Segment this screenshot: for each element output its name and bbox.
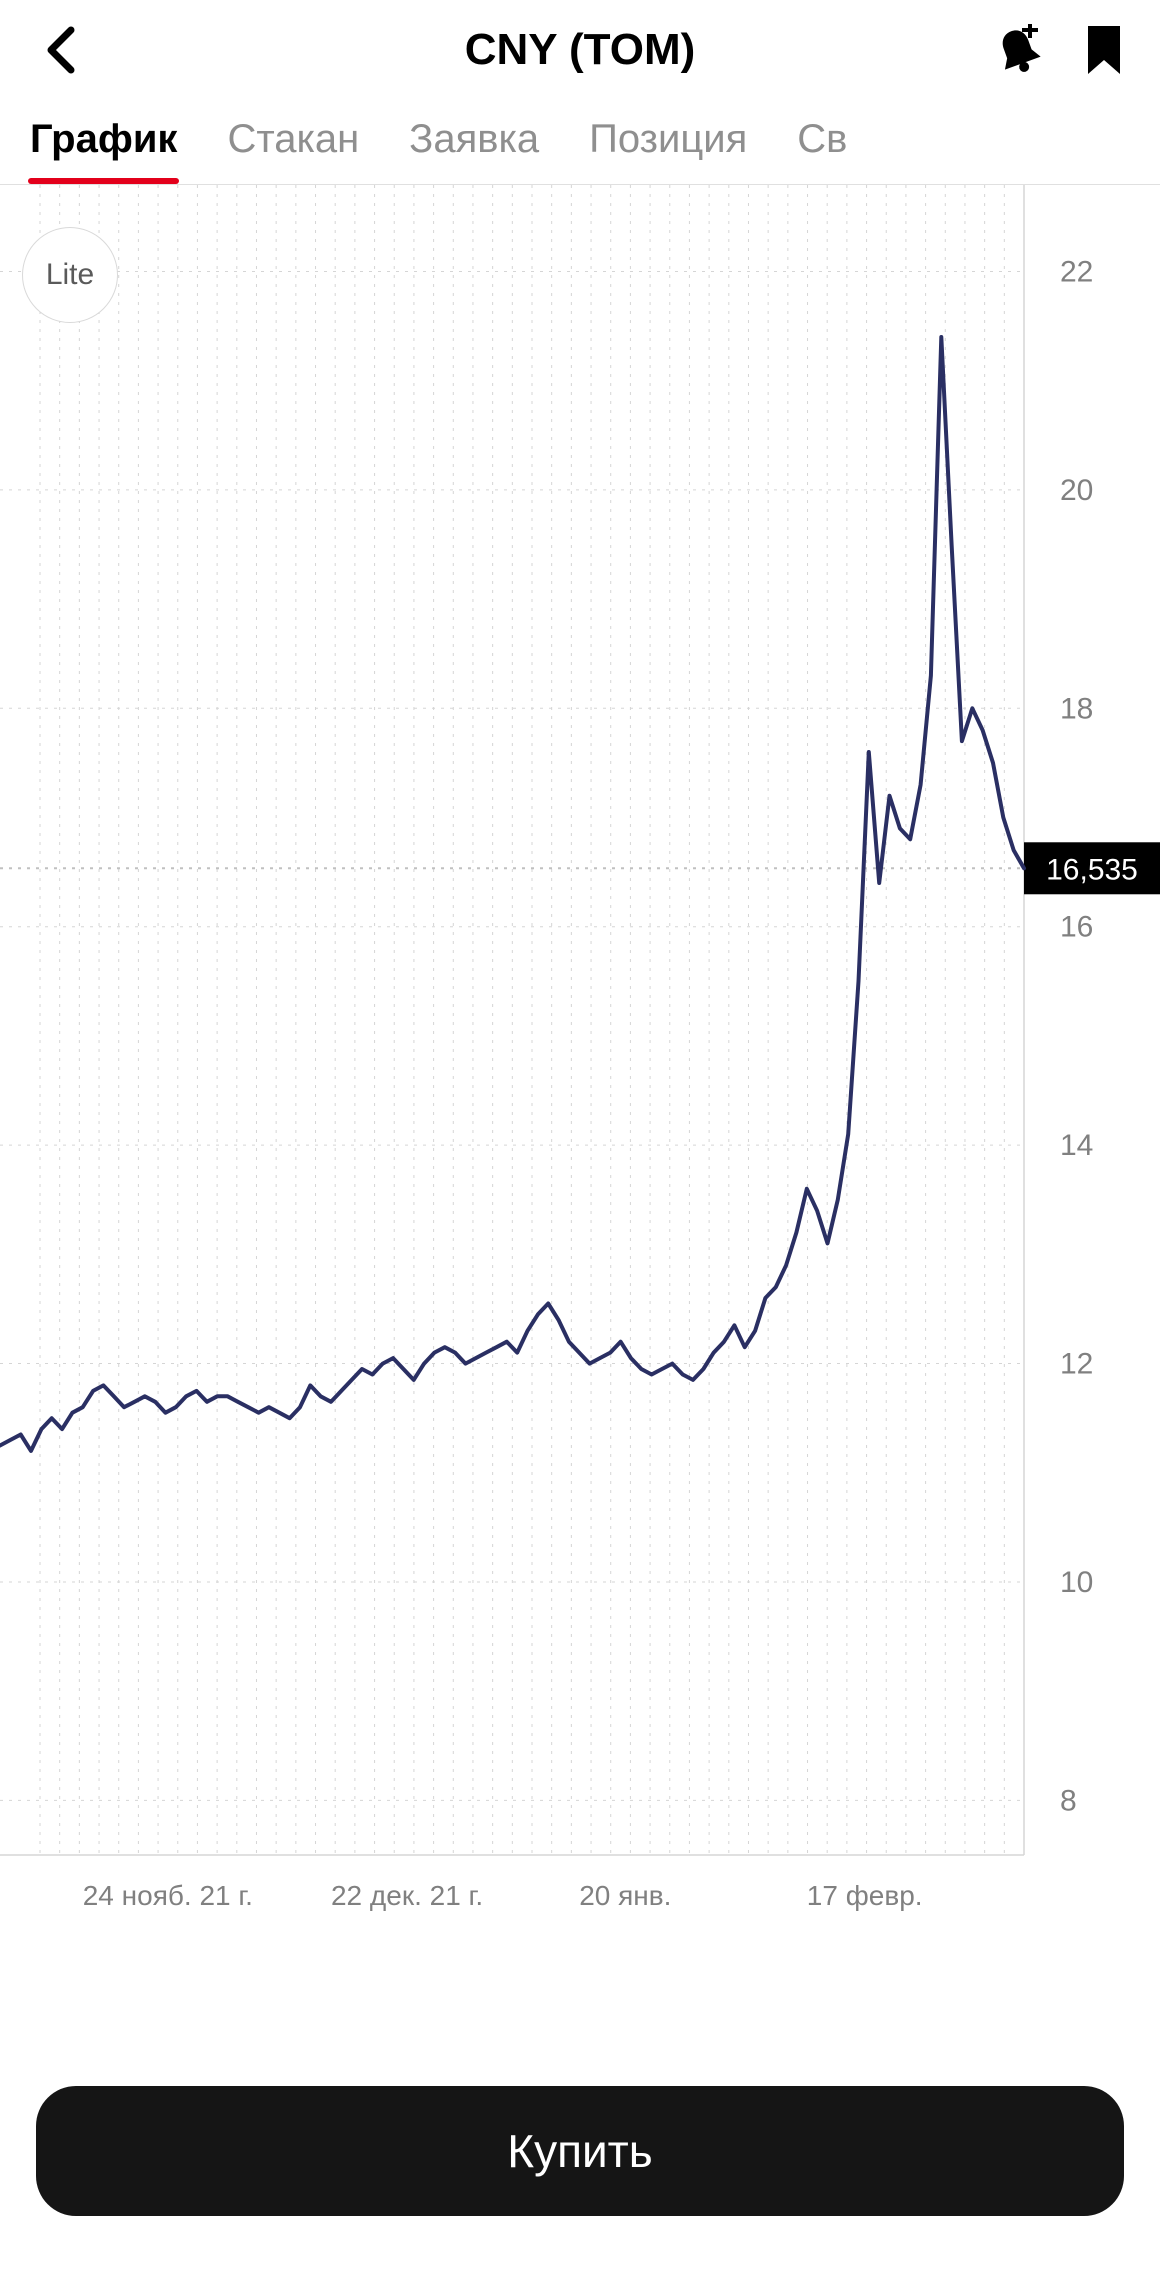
svg-text:20 янв.: 20 янв. — [579, 1880, 671, 1911]
bell-plus-icon[interactable] — [992, 24, 1044, 76]
tab-2[interactable]: Заявка — [409, 117, 539, 184]
bottom-bar: Купить — [0, 2069, 1160, 2269]
page-title: CNY (TOM) — [0, 25, 1160, 75]
lite-badge[interactable]: Lite — [22, 227, 118, 323]
price-chart: 8 10 12 14 16 18 20 22 16,535 24 нояб. 21 г. 22 де… — [0, 185, 1160, 2069]
tab-0[interactable]: График — [30, 117, 177, 184]
tab-3[interactable]: Позиция — [589, 117, 747, 184]
svg-text:16,535: 16,535 — [1046, 853, 1138, 886]
tab-1[interactable]: Стакан — [227, 117, 359, 184]
svg-text:22 дек. 21 г.: 22 дек. 21 г. — [331, 1880, 483, 1911]
back-button[interactable] — [30, 20, 90, 80]
svg-text:22: 22 — [1060, 255, 1093, 288]
chart-area[interactable]: Lite 8 10 12 14 16 18 20 22 16,535 24 нояб. 21 г.… — [0, 185, 1160, 2069]
svg-text:12: 12 — [1060, 1348, 1093, 1381]
svg-text:20: 20 — [1060, 474, 1093, 507]
svg-text:10: 10 — [1060, 1566, 1093, 1599]
buy-button[interactable]: Купить — [36, 2086, 1124, 2216]
chevron-left-icon — [45, 26, 75, 74]
svg-text:18: 18 — [1060, 692, 1093, 725]
tab-4[interactable]: Св — [797, 117, 847, 184]
svg-text:16: 16 — [1060, 911, 1093, 944]
svg-text:17 февр.: 17 февр. — [807, 1880, 923, 1911]
svg-text:14: 14 — [1060, 1129, 1093, 1162]
tabs-row: График Стакан Заявка Позиция Св — [0, 100, 1160, 185]
bookmark-icon[interactable] — [1078, 24, 1130, 76]
svg-text:24 нояб. 21 г.: 24 нояб. 21 г. — [83, 1880, 253, 1911]
svg-text:8: 8 — [1060, 1784, 1077, 1817]
